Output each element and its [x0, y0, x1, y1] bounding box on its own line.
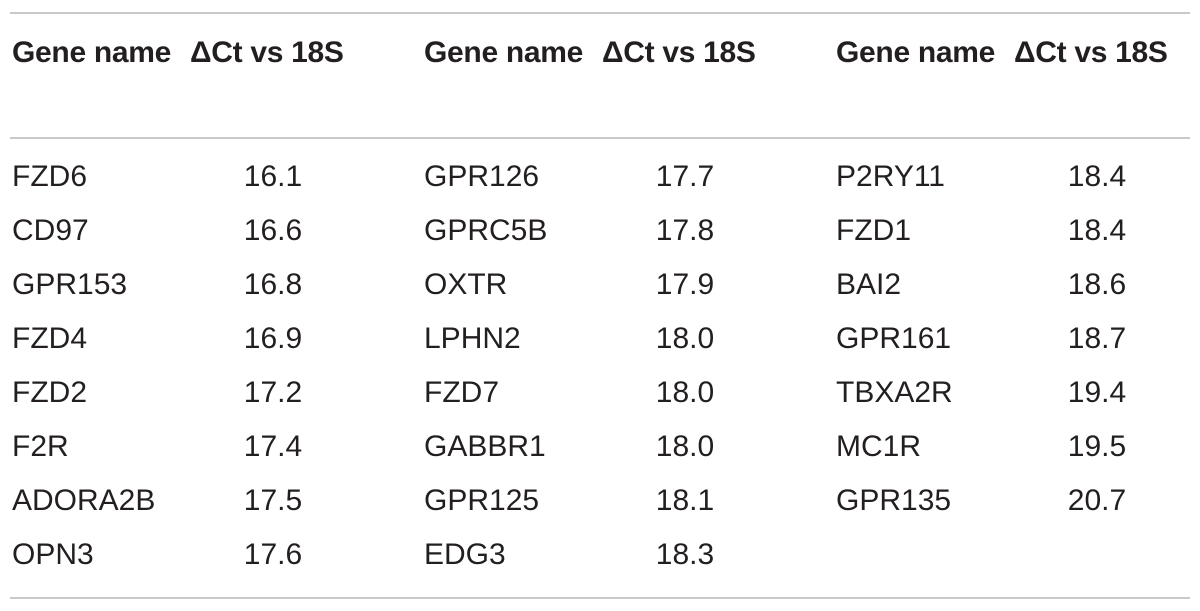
gene-cell: ADORA2B [12, 484, 156, 517]
gene-cell: TBXA2R [836, 376, 953, 409]
value-cell: 18.0 [655, 430, 715, 463]
table-row: FZD2 17.2 FZD7 18.0 TBXA2R 19.4 [0, 366, 1200, 420]
value-cell: 19.5 [1067, 430, 1127, 463]
header-delta-ct-1: ΔCt vs 18S [190, 36, 344, 69]
value-cell: 16.8 [243, 268, 303, 301]
value-cell: 20.7 [1067, 484, 1127, 517]
value-cell: 17.6 [243, 538, 303, 571]
header-gene-name-2: Gene name [424, 36, 584, 69]
gene-cell: FZD1 [836, 214, 911, 247]
gene-cell: GABBR1 [424, 430, 546, 463]
table-row: FZD6 16.1 GPR126 17.7 P2RY11 18.4 [0, 150, 1200, 204]
top-rule [10, 12, 1190, 14]
value-cell: 19.4 [1067, 376, 1127, 409]
table-header: Gene name ΔCt vs 18S Gene name ΔCt vs 18… [0, 30, 1200, 130]
table-row: CD97 16.6 GPRC5B 17.8 FZD1 18.4 [0, 204, 1200, 258]
gene-cell: BAI2 [836, 268, 902, 301]
table-row: OPN3 17.6 EDG3 18.3 [0, 528, 1200, 582]
gene-cell: FZD2 [12, 376, 87, 409]
value-cell: 18.6 [1067, 268, 1127, 301]
header-delta-ct-3: ΔCt vs 18S [1014, 36, 1168, 69]
gene-cell: LPHN2 [424, 322, 521, 355]
header-gene-name-1: Gene name [12, 36, 172, 69]
value-cell: 16.1 [243, 160, 303, 193]
gene-cell: FZD7 [424, 376, 499, 409]
gene-cell: GPR161 [836, 322, 952, 355]
header-rule [10, 137, 1190, 139]
gene-cell: GPR126 [424, 160, 540, 193]
bottom-rule [10, 597, 1190, 599]
gene-cell: CD97 [12, 214, 89, 247]
gene-cell: GPRC5B [424, 214, 548, 247]
value-cell: 17.9 [655, 268, 715, 301]
value-cell: 17.5 [243, 484, 303, 517]
value-cell: 18.0 [655, 322, 715, 355]
value-cell: 17.8 [655, 214, 715, 247]
gene-cell: GPR153 [12, 268, 128, 301]
gene-cell: GPR135 [836, 484, 952, 517]
table-row: GPR153 16.8 OXTR 17.9 BAI2 18.6 [0, 258, 1200, 312]
header-delta-ct-2: ΔCt vs 18S [602, 36, 756, 69]
gene-cell: OPN3 [12, 538, 94, 571]
table-row: FZD4 16.9 LPHN2 18.0 GPR161 18.7 [0, 312, 1200, 366]
value-cell: 18.4 [1067, 160, 1127, 193]
value-cell: 18.0 [655, 376, 715, 409]
header-gene-name-3: Gene name [836, 36, 996, 69]
value-cell: 17.7 [655, 160, 715, 193]
gene-cell: FZD6 [12, 160, 87, 193]
gene-cell: OXTR [424, 268, 508, 301]
value-cell: 18.1 [655, 484, 715, 517]
gene-cell: F2R [12, 430, 69, 463]
value-cell: 18.4 [1067, 214, 1127, 247]
gene-cell: FZD4 [12, 322, 87, 355]
value-cell: 16.9 [243, 322, 303, 355]
value-cell: 18.3 [655, 538, 715, 571]
gene-cell: GPR125 [424, 484, 540, 517]
gene-cell: MC1R [836, 430, 922, 463]
value-cell: 17.2 [243, 376, 303, 409]
value-cell: 17.4 [243, 430, 303, 463]
table-row: F2R 17.4 GABBR1 18.0 MC1R 19.5 [0, 420, 1200, 474]
value-cell: 18.7 [1067, 322, 1127, 355]
gene-cell: P2RY11 [836, 160, 945, 193]
value-cell: 16.6 [243, 214, 303, 247]
gene-cell: EDG3 [424, 538, 506, 571]
table-row: ADORA2B 17.5 GPR125 18.1 GPR135 20.7 [0, 474, 1200, 528]
